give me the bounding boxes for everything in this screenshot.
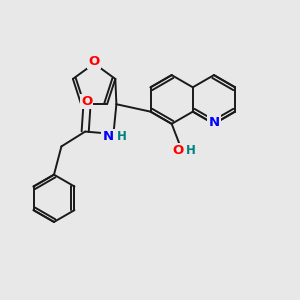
Text: O: O [172,144,183,157]
Text: N: N [208,116,220,129]
Text: O: O [81,95,92,108]
Text: H: H [185,144,195,157]
Text: O: O [88,55,100,68]
Text: H: H [117,130,127,143]
Text: N: N [103,130,114,143]
